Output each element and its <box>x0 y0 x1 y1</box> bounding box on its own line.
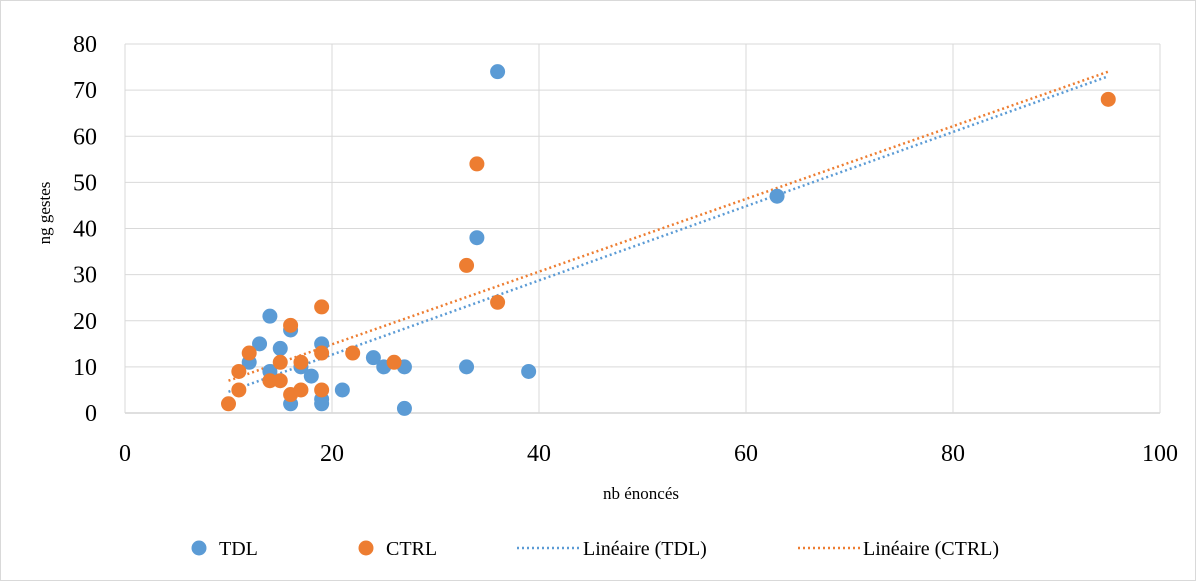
tdl-point <box>365 350 381 366</box>
ctrl-point <box>272 354 288 370</box>
ctrl-point <box>231 363 247 379</box>
x-tick-label: 40 <box>527 441 551 467</box>
y-tick-label: 80 <box>73 32 97 58</box>
ctrl-point <box>262 373 278 389</box>
legend-label-trend-tdl: Linéaire (TDL) <box>583 538 707 560</box>
legend-label-ctrl: CTRL <box>386 538 437 560</box>
tdl-point <box>769 188 785 204</box>
data-points <box>221 64 1116 416</box>
ctrl-point <box>314 345 330 361</box>
legend-label-tdl: TDL <box>219 538 258 560</box>
ctrl-point <box>459 257 475 273</box>
x-tick-label: 0 <box>119 441 131 467</box>
x-tick-label: 20 <box>320 441 344 467</box>
legend-marker-tdl <box>191 540 207 556</box>
x-axis-title: nb énoncés <box>603 484 679 503</box>
legend-label-trend-ctrl: Linéaire (CTRL) <box>863 538 999 560</box>
y-tick-label: 40 <box>73 217 97 243</box>
ctrl-point <box>241 345 257 361</box>
y-tick-label: 30 <box>73 263 97 289</box>
ctrl-point <box>293 382 309 398</box>
y-tick-label: 70 <box>73 78 97 104</box>
tdl-point <box>252 336 268 352</box>
x-tick-label: 80 <box>941 441 965 467</box>
tdl-point <box>262 308 278 324</box>
tdl-point <box>490 64 506 80</box>
tdl-point <box>521 363 537 379</box>
ctrl-point <box>314 382 330 398</box>
tdl-point <box>459 359 475 375</box>
legend-marker-ctrl <box>358 540 374 556</box>
tick-labels: 0 10 20 30 40 50 60 70 80 0 20 40 60 80 100 <box>73 32 1178 467</box>
tdl-point <box>272 340 288 356</box>
trendline <box>228 75 1109 393</box>
y-tick-label: 20 <box>73 309 97 335</box>
ctrl-point <box>1100 91 1116 107</box>
y-tick-label: 50 <box>73 170 97 196</box>
ctrl-point <box>469 156 485 172</box>
ctrl-point <box>345 345 361 361</box>
x-tick-label: 60 <box>734 441 758 467</box>
ctrl-point <box>490 294 506 310</box>
tdl-point <box>469 230 485 246</box>
tdl-point <box>314 396 330 412</box>
ctrl-point <box>221 396 236 412</box>
y-tick-label: 10 <box>73 355 97 381</box>
y-axis-title: ng gestes <box>35 182 54 245</box>
y-tick-label: 0 <box>85 401 97 427</box>
ctrl-point <box>272 373 288 389</box>
x-tick-label: 100 <box>1142 441 1178 467</box>
ctrl-point <box>293 354 309 370</box>
ctrl-point <box>314 299 330 315</box>
ctrl-point <box>283 317 299 333</box>
ctrl-point <box>386 354 402 370</box>
ctrl-point <box>231 382 247 398</box>
gridlines <box>124 43 1161 414</box>
tdl-point <box>396 400 412 416</box>
tdl-point <box>303 368 319 384</box>
y-tick-label: 60 <box>73 124 97 150</box>
tdl-point <box>334 382 350 398</box>
trendlines <box>228 70 1109 393</box>
legend: TDL CTRL Linéaire (TDL) Linéaire (CTRL) <box>191 538 999 560</box>
trendline <box>228 70 1109 382</box>
